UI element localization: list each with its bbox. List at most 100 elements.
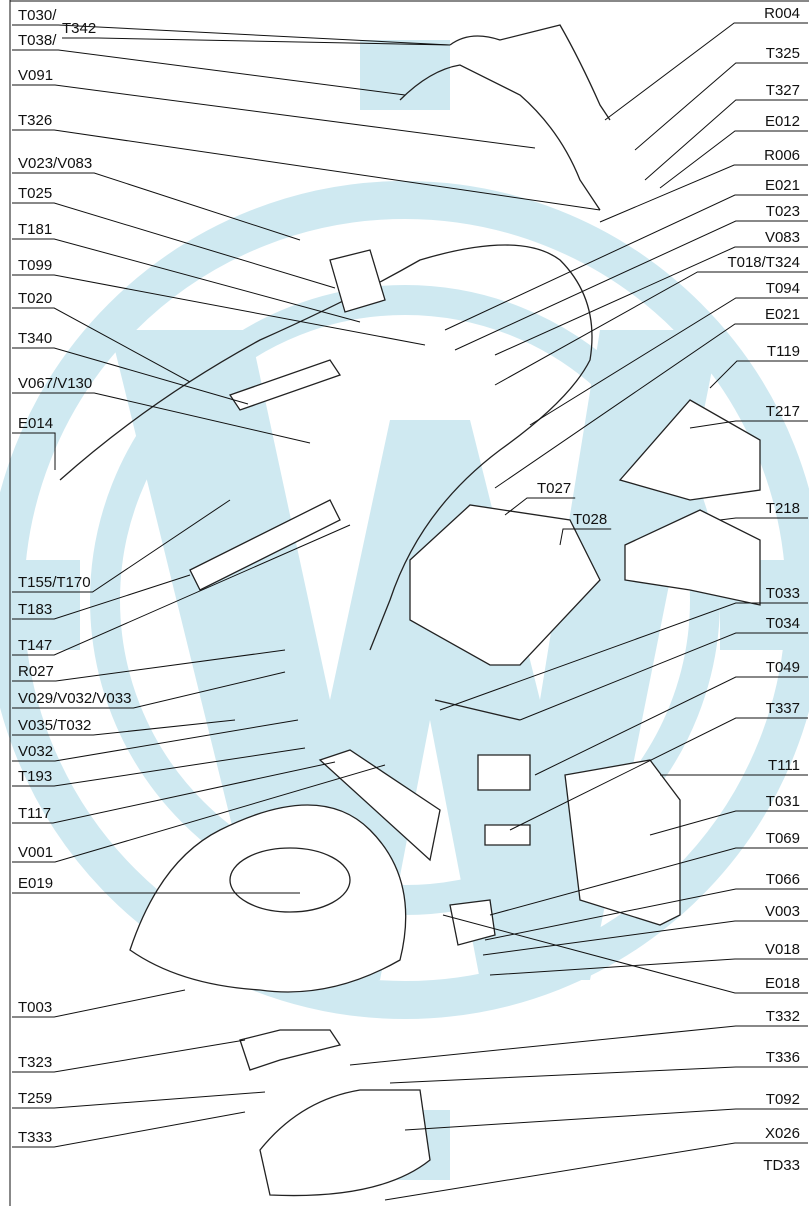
leader-line	[509, 717, 808, 831]
leader-line	[719, 517, 808, 521]
part-label: E019	[18, 875, 53, 892]
labels: T030/T038/T342 V091 T326 V023/V083 T025 T181 T…	[18, 5, 800, 1174]
part-label: E021	[765, 177, 800, 194]
leader-line	[484, 888, 808, 941]
leader-line	[12, 49, 406, 96]
part-label: V029/V032/V033	[18, 690, 131, 707]
leader-line	[389, 1066, 808, 1084]
leader-line	[12, 84, 536, 149]
part-label: T020	[18, 290, 52, 307]
part-label: T342	[62, 20, 96, 37]
leader-line	[12, 671, 286, 709]
part-label: TD33	[763, 1157, 800, 1174]
part-label: T099	[18, 257, 52, 274]
part-label: T027	[537, 480, 571, 497]
leader-line	[659, 130, 808, 189]
leader-line	[494, 271, 808, 386]
part-label: T147	[18, 637, 52, 654]
part-label: T023	[766, 203, 800, 220]
part-label: T030/	[18, 7, 57, 24]
part-label: V003	[765, 903, 800, 920]
leader-line	[12, 764, 386, 863]
leader-line	[12, 432, 56, 471]
leader-line	[489, 847, 808, 916]
part-label: T217	[766, 403, 800, 420]
leader-line	[12, 238, 361, 323]
leader-lines	[12, 22, 808, 1201]
leader-line	[634, 62, 808, 151]
part-label: V083	[765, 229, 800, 246]
leader-line	[12, 129, 601, 211]
leader-line	[12, 499, 231, 593]
part-label: T183	[18, 601, 52, 618]
part-label: V091	[18, 67, 53, 84]
part-label: T332	[766, 1008, 800, 1025]
leader-line	[12, 274, 426, 346]
leader-line	[529, 297, 808, 426]
leader-line	[349, 1025, 808, 1066]
leader-line	[599, 164, 808, 223]
part-label: V001	[18, 844, 53, 861]
leader-line	[384, 1142, 808, 1201]
leader-line	[494, 246, 808, 356]
leader-line	[12, 172, 301, 241]
part-label: T033	[766, 585, 800, 602]
leader-line	[442, 914, 808, 994]
part-label: T327	[766, 82, 800, 99]
leader-line	[504, 497, 576, 516]
leader-line	[12, 24, 451, 46]
leader-line	[12, 524, 351, 656]
part-label: V032	[18, 743, 53, 760]
part-label: T155/T170	[18, 574, 91, 591]
leader-line	[12, 989, 186, 1018]
leader-line	[12, 307, 191, 383]
leader-line	[12, 1091, 266, 1109]
part-label: T325	[766, 45, 800, 62]
leader-line	[12, 719, 299, 762]
leader-line	[644, 99, 808, 181]
part-label: E012	[765, 113, 800, 130]
leader-line	[454, 220, 808, 351]
part-label: V018	[765, 941, 800, 958]
part-label: T018/T324	[727, 254, 800, 271]
leader-line	[604, 22, 808, 121]
leader-line	[559, 528, 612, 546]
part-label: V035/T032	[18, 717, 91, 734]
part-label: T259	[18, 1090, 52, 1107]
part-label: T034	[766, 615, 800, 632]
leader-line	[12, 649, 286, 682]
part-label: T119	[767, 343, 800, 360]
part-label: T218	[766, 500, 800, 517]
part-label: T092	[766, 1091, 800, 1108]
part-label: T193	[18, 768, 52, 785]
leader-line	[12, 202, 336, 289]
part-label: V067/V130	[18, 375, 92, 392]
part-label: X026	[765, 1125, 800, 1142]
part-label: E018	[765, 975, 800, 992]
parts	[59, 24, 761, 1197]
part-label: T340	[18, 330, 52, 347]
leader-line	[709, 360, 808, 389]
leader-line	[12, 1039, 246, 1073]
leader-line	[689, 420, 808, 429]
leader-line	[534, 676, 808, 776]
part-label: T333	[18, 1129, 52, 1146]
leader-line	[482, 920, 808, 956]
part-label: T326	[18, 112, 52, 129]
leader-line	[12, 747, 306, 787]
part-label: T323	[18, 1054, 52, 1071]
leader-line	[489, 958, 808, 976]
part-label: T003	[18, 999, 52, 1016]
leader-line	[519, 632, 808, 721]
part-label: R004	[764, 5, 800, 22]
leader-line	[404, 1108, 808, 1131]
leader-line	[62, 37, 451, 46]
watermark	[0, 40, 809, 1180]
part-label: R006	[764, 147, 800, 164]
part-label: E021	[765, 306, 800, 323]
part-label: T049	[766, 659, 800, 676]
part-label: T336	[766, 1049, 800, 1066]
leader-line	[12, 761, 336, 824]
